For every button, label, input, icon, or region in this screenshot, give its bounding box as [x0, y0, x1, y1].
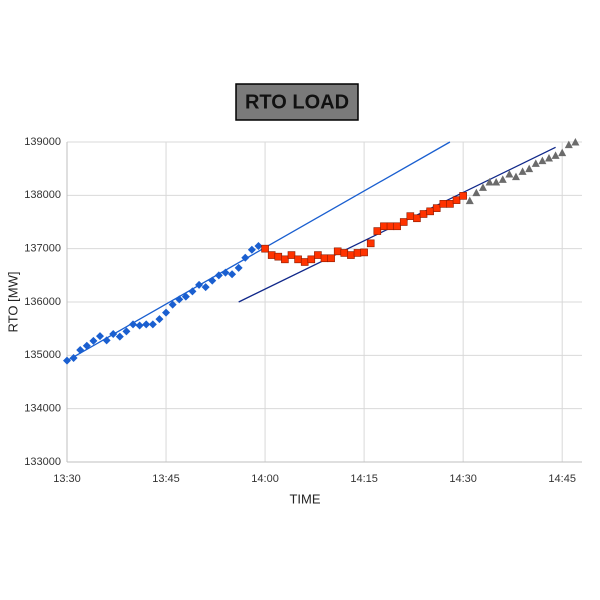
data-point — [155, 315, 164, 324]
data-point — [538, 156, 547, 165]
data-point — [241, 253, 250, 262]
y-axis-title: RTO [MW] — [5, 272, 20, 333]
data-point — [314, 251, 322, 259]
data-point — [478, 183, 487, 191]
data-point — [413, 214, 421, 223]
data-point — [247, 245, 256, 254]
data-point — [511, 172, 520, 181]
data-point — [340, 249, 349, 257]
data-point — [406, 212, 415, 220]
data-point — [558, 148, 567, 157]
data-point — [564, 140, 573, 149]
y-tick-label: 133000 — [24, 456, 61, 468]
x-tick-label: 13:30 — [53, 473, 81, 485]
data-point — [525, 164, 534, 173]
data-point — [261, 244, 269, 253]
data-point — [96, 332, 105, 341]
data-point — [115, 332, 124, 341]
y-tick-label: 137000 — [24, 243, 61, 255]
x-axis-title: TIME — [289, 491, 320, 506]
data-point — [446, 200, 454, 208]
data-point — [393, 222, 401, 231]
data-point — [82, 341, 91, 350]
data-point — [181, 292, 190, 301]
data-point — [267, 251, 276, 259]
data-point — [353, 249, 362, 257]
data-point — [102, 336, 111, 345]
data-point — [426, 207, 434, 216]
data-point — [333, 247, 342, 256]
data-point — [307, 255, 316, 264]
data-point — [360, 248, 368, 257]
data-point — [498, 175, 507, 183]
data-point — [208, 276, 217, 285]
data-point — [228, 270, 237, 279]
y-tick-label: 138000 — [24, 189, 61, 201]
data-point — [221, 268, 230, 277]
data-point — [459, 192, 467, 200]
x-tick-label: 14:00 — [251, 473, 279, 485]
data-point — [135, 321, 144, 330]
data-point — [109, 330, 118, 338]
data-point — [380, 222, 388, 231]
data-point — [347, 251, 355, 259]
data-point — [551, 151, 560, 159]
data-point — [505, 170, 514, 178]
x-tick-label: 13:45 — [152, 473, 180, 485]
title-box — [235, 83, 359, 121]
data-point — [485, 178, 494, 186]
data-point — [214, 271, 223, 280]
y-tick-label: 135000 — [24, 349, 61, 361]
y-tick-label: 134000 — [24, 403, 61, 415]
data-point — [287, 251, 296, 259]
data-point — [274, 252, 283, 261]
data-point — [254, 242, 263, 250]
data-point — [518, 167, 527, 175]
data-point — [544, 154, 553, 162]
data-point — [386, 222, 395, 231]
data-point — [452, 196, 461, 204]
data-point — [366, 239, 375, 248]
x-tick-label: 14:15 — [350, 473, 378, 485]
y-tick-label: 136000 — [24, 296, 61, 308]
data-point — [300, 258, 309, 266]
data-point — [492, 178, 501, 186]
data-point — [148, 320, 157, 329]
data-point — [188, 287, 197, 296]
data-point — [142, 320, 151, 329]
data-point — [69, 354, 78, 362]
data-point — [281, 255, 289, 264]
data-point — [201, 283, 210, 292]
data-point — [162, 308, 171, 317]
data-point — [76, 346, 85, 354]
data-point — [234, 263, 243, 272]
data-point — [571, 138, 580, 146]
data-point — [122, 327, 131, 336]
data-point — [472, 188, 481, 197]
data-point — [63, 356, 71, 365]
data-point — [399, 218, 408, 226]
x-tick-label: 14:45 — [548, 473, 576, 485]
data-point — [432, 204, 441, 212]
x-tick-label: 14:30 — [449, 473, 477, 485]
data-point — [89, 336, 98, 345]
trend-line — [66, 141, 451, 362]
data-point — [439, 200, 448, 208]
chart-title: RTO LOAD — [245, 91, 349, 113]
y-tick-label: 139000 — [24, 136, 61, 148]
data-point — [327, 254, 335, 263]
data-point — [320, 254, 329, 263]
data-point — [168, 300, 177, 309]
data-point — [419, 210, 428, 218]
data-point — [294, 255, 302, 264]
data-point — [175, 295, 184, 304]
data-point — [195, 280, 204, 289]
data-point — [531, 159, 540, 167]
data-point — [373, 227, 382, 235]
data-point — [129, 320, 138, 329]
data-point — [465, 196, 474, 205]
